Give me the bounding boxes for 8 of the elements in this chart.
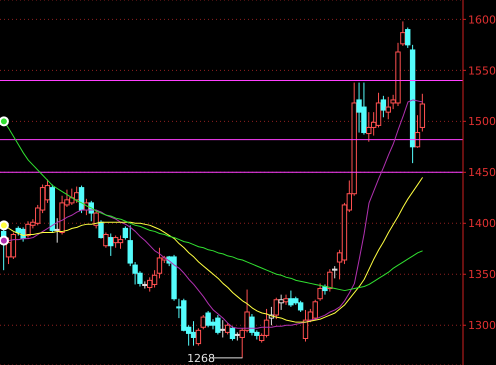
y-tick-label: 1450 (468, 166, 496, 180)
y-tick-label: 1300 (468, 319, 496, 332)
y-tick-label: 1350 (468, 268, 496, 282)
y-tick-label: 1500 (468, 115, 496, 128)
y-tick-label: 1400 (468, 217, 496, 230)
y-tick-label: 1550 (468, 64, 496, 78)
annotation: 1268 (187, 352, 216, 365)
y-tick-label: 1600 (468, 13, 496, 26)
